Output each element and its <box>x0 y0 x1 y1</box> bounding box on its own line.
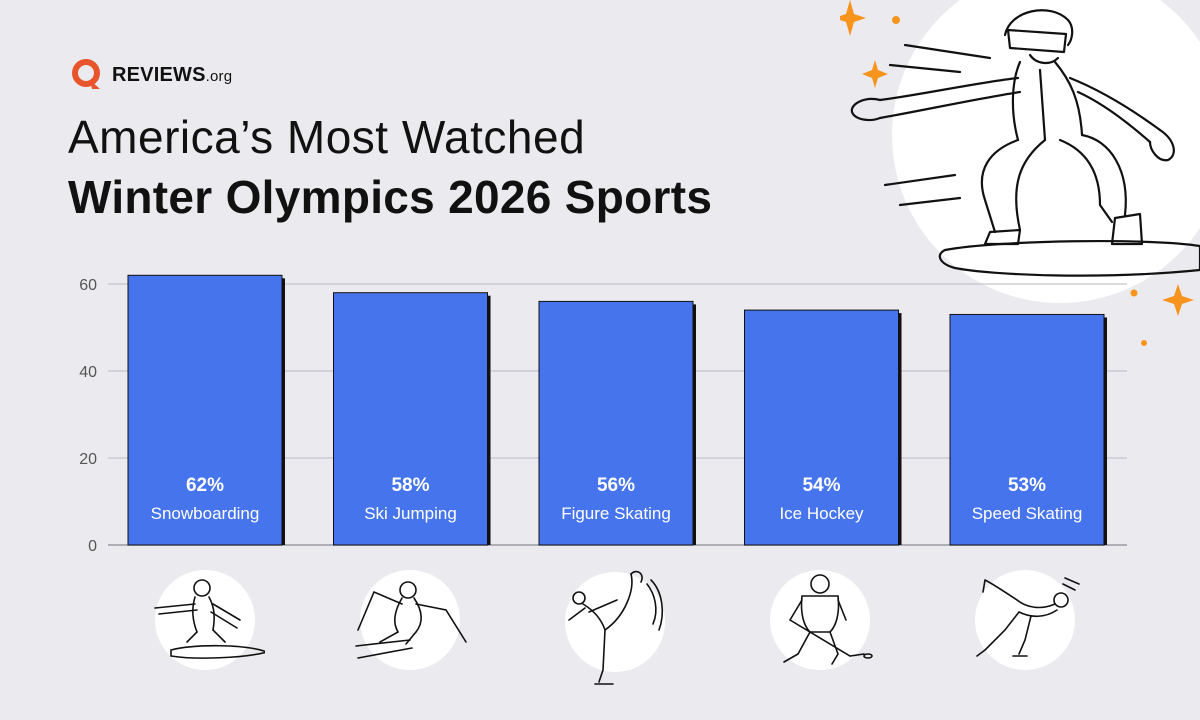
bar-value-label: 58% <box>391 475 429 496</box>
page-title-line1: America’s Most Watched <box>68 111 586 163</box>
hero-snowboarder-illustration <box>840 0 1200 346</box>
ski-jumper-icon <box>355 570 467 670</box>
bar <box>744 309 899 546</box>
brand-logo: REVIEWS.org <box>70 58 232 92</box>
y-tick-label: 60 <box>79 277 97 294</box>
bar-category-label: Snowboarding <box>151 504 260 523</box>
page-title-line2: Winter Olympics 2026 Sports <box>68 171 713 223</box>
bar <box>333 292 488 546</box>
bar-category-label: Figure Skating <box>561 504 671 523</box>
bar-category-label: Speed Skating <box>972 504 1083 523</box>
y-tick-label: 20 <box>79 451 97 468</box>
y-tick-label: 40 <box>79 364 97 381</box>
reviews-logo-icon <box>72 59 100 89</box>
bar-value-label: 62% <box>186 475 224 496</box>
bar <box>127 274 283 546</box>
bar-category-label: Ski Jumping <box>364 504 457 523</box>
bar-value-label: 56% <box>597 475 635 496</box>
snowboarder-icon <box>154 570 265 670</box>
figure-skater-icon <box>565 570 665 685</box>
bar <box>949 313 1105 546</box>
bar-value-label: 54% <box>802 475 840 496</box>
brand-name: REVIEWS.org <box>112 63 233 86</box>
bar-category-label: Ice Hockey <box>779 504 864 523</box>
hockey-player-icon <box>770 570 873 670</box>
bar-value-label: 53% <box>1008 475 1046 496</box>
bar <box>538 300 694 546</box>
y-tick-label: 0 <box>88 538 97 555</box>
speed-skater-icon <box>975 570 1080 670</box>
